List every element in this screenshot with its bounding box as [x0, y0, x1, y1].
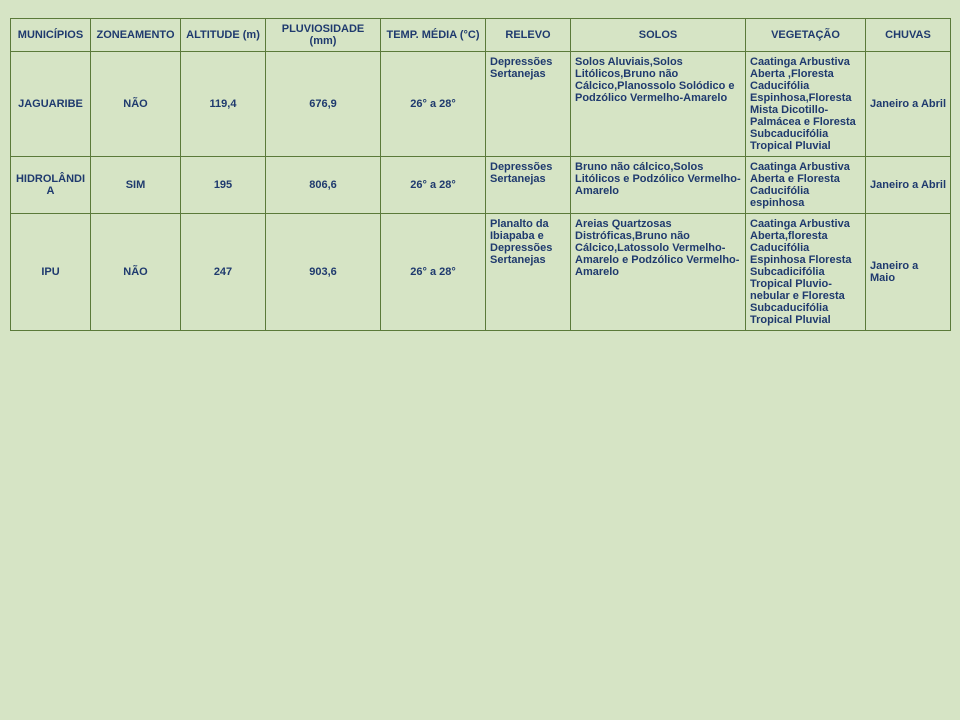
cell-zoneamento: NÃO: [91, 52, 181, 157]
cell-altitude: 247: [181, 214, 266, 331]
cell-altitude: 119,4: [181, 52, 266, 157]
cell-vegetacao: Caatinga Arbustiva Aberta e Floresta Cad…: [746, 157, 866, 214]
cell-pluviosidade: 806,6: [266, 157, 381, 214]
cell-temp: 26° a 28°: [381, 214, 486, 331]
table-row: IPU NÃO 247 903,6 26° a 28° Planalto da …: [11, 214, 951, 331]
col-temp: TEMP. MÉDIA (°C): [381, 19, 486, 52]
cell-temp: 26° a 28°: [381, 52, 486, 157]
col-relevo: RELEVO: [486, 19, 571, 52]
cell-temp: 26° a 28°: [381, 157, 486, 214]
col-chuvas: CHUVAS: [866, 19, 951, 52]
cell-relevo: Depressões Sertanejas: [486, 157, 571, 214]
col-zoneamento: ZONEAMENTO: [91, 19, 181, 52]
col-altitude: ALTITUDE (m): [181, 19, 266, 52]
cell-solos: Bruno não cálcico,Solos Litólicos e Podz…: [571, 157, 746, 214]
cell-zoneamento: NÃO: [91, 214, 181, 331]
cell-solos: Solos Aluviais,Solos Litólicos,Bruno não…: [571, 52, 746, 157]
cell-municipio: HIDROLÂNDIA: [11, 157, 91, 214]
cell-relevo: Depressões Sertanejas: [486, 52, 571, 157]
cell-vegetacao: Caatinga Arbustiva Aberta,floresta Caduc…: [746, 214, 866, 331]
cell-altitude: 195: [181, 157, 266, 214]
cell-relevo: Planalto da Ibiapaba e Depressões Sertan…: [486, 214, 571, 331]
col-solos: SOLOS: [571, 19, 746, 52]
cell-municipio: JAGUARIBE: [11, 52, 91, 157]
table-row: JAGUARIBE NÃO 119,4 676,9 26° a 28° Depr…: [11, 52, 951, 157]
cell-chuvas: Janeiro a Maio: [866, 214, 951, 331]
cell-chuvas: Janeiro a Abril: [866, 52, 951, 157]
table-row: HIDROLÂNDIA SIM 195 806,6 26° a 28° Depr…: [11, 157, 951, 214]
cell-solos: Areias Quartzosas Distróficas,Bruno não …: [571, 214, 746, 331]
cell-chuvas: Janeiro a Abril: [866, 157, 951, 214]
header-row: MUNICÍPIOS ZONEAMENTO ALTITUDE (m) PLUVI…: [11, 19, 951, 52]
cell-zoneamento: SIM: [91, 157, 181, 214]
col-pluviosidade: PLUVIOSIDADE (mm): [266, 19, 381, 52]
cell-municipio: IPU: [11, 214, 91, 331]
cell-pluviosidade: 676,9: [266, 52, 381, 157]
data-table: MUNICÍPIOS ZONEAMENTO ALTITUDE (m) PLUVI…: [10, 18, 951, 331]
cell-pluviosidade: 903,6: [266, 214, 381, 331]
col-vegetacao: VEGETAÇÃO: [746, 19, 866, 52]
col-municipios: MUNICÍPIOS: [11, 19, 91, 52]
cell-vegetacao: Caatinga Arbustiva Aberta ,Floresta Cadu…: [746, 52, 866, 157]
